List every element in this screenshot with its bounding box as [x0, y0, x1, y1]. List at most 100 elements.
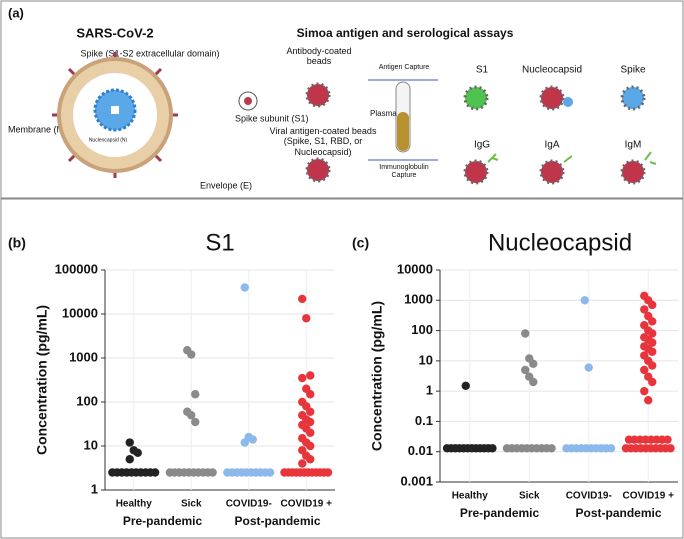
data-point [298, 459, 307, 468]
data-point [191, 417, 200, 427]
data-point [640, 365, 649, 375]
data-point [580, 296, 589, 305]
y-tick-label: 10 [419, 352, 433, 367]
data-point [648, 338, 657, 347]
data-point [529, 377, 538, 387]
antigen-capture-label: Antigen Capture [378, 64, 430, 71]
data-point [323, 468, 333, 477]
group-label: Pre-pandemic [460, 506, 540, 520]
data-point [187, 411, 196, 420]
spike-label: Spike (S1-S2 extracellular domain) [80, 48, 219, 58]
data-point [125, 438, 134, 447]
y-tick-label: 1000 [69, 349, 98, 364]
panel-a-border [0, 0, 684, 199]
data-point [298, 294, 307, 304]
membrane-label: Membrane (M) [8, 124, 67, 134]
data-point [306, 390, 315, 399]
group-label: Post-pandemic [234, 514, 320, 528]
data-point [648, 317, 657, 326]
y-tick-label: 0.01 [408, 443, 433, 458]
antigen-target: Spike [620, 65, 645, 76]
x-tick-label: Healthy [116, 499, 153, 510]
chart-title: S1 [205, 229, 234, 256]
antibody-beads-label: Antibody-coated beads [286, 46, 352, 67]
data-point [208, 468, 217, 477]
antibody-target: IgM [625, 140, 642, 151]
y-tick-label: 0.1 [415, 413, 433, 428]
data-point [306, 407, 315, 416]
data-point [306, 441, 315, 451]
data-point [488, 444, 497, 453]
envelope-label: Envelope (E) [200, 180, 252, 190]
y-tick-label: 100 [411, 322, 433, 337]
y-tick-label: 1 [426, 383, 433, 398]
x-tick-label: COVID19- [566, 491, 612, 502]
x-tick-label: COVID19 + [623, 491, 675, 502]
data-point [529, 359, 538, 368]
x-tick-label: COVID19 + [281, 499, 333, 510]
plasma-label: Plasma [370, 109, 397, 118]
x-tick-label: Sick [519, 491, 540, 502]
data-point [663, 435, 672, 444]
x-tick-label: Healthy [452, 491, 489, 502]
data-point [265, 468, 275, 477]
y-tick-label: 100 [76, 393, 98, 408]
data-point [302, 314, 311, 323]
panel-label: (a) [8, 5, 24, 20]
y-axis-label: Concentration (pg/mL) [369, 301, 385, 451]
data-point [191, 390, 200, 399]
data-point [666, 444, 675, 453]
data-point [306, 428, 315, 437]
data-point [648, 300, 657, 310]
data-point [133, 448, 142, 458]
spike-subunit-label: Spike subunit (S1) [235, 113, 309, 123]
data-point [187, 350, 196, 359]
group-label: Post-pandemic [575, 506, 661, 520]
data-point [640, 386, 649, 396]
antigen-target: Nucleocapsid [522, 65, 582, 76]
data-point [248, 435, 257, 444]
data-point [298, 373, 307, 383]
y-axis-label: Concentration (pg/mL) [34, 305, 50, 455]
data-point [150, 468, 160, 477]
y-tick-label: 10000 [62, 305, 98, 320]
y-tick-label: 0.001 [400, 473, 433, 488]
virus-illustration [52, 52, 258, 178]
data-point [125, 455, 134, 464]
x-tick-label: Sick [181, 499, 202, 510]
data-point [306, 417, 315, 427]
panel-label: (c) [352, 235, 369, 251]
assay-title: Simoa antigen and serological assays [297, 26, 514, 40]
data-point [521, 329, 530, 338]
data-point [648, 329, 657, 338]
antigen-beads-label: Viral antigen-coated beads (Spike, S1, R… [269, 126, 377, 157]
antibody-target: IgG [474, 140, 490, 151]
data-point [461, 381, 470, 391]
y-tick-label: 10 [84, 437, 98, 452]
data-point [306, 371, 315, 380]
data-point [606, 444, 616, 453]
panel-label: (b) [8, 235, 26, 251]
data-point [648, 361, 657, 370]
antibody-target: IgA [544, 140, 559, 151]
panel-bc-border [0, 198, 684, 539]
immunoglobulin-capture-label: Immunoglobulin Capture [379, 164, 429, 180]
y-tick-label: 10000 [397, 261, 433, 276]
assay-illustration [305, 79, 657, 185]
data-point [648, 377, 657, 387]
antigen-target: S1 [476, 65, 489, 76]
y-tick-label: 1 [91, 481, 98, 496]
data-point [240, 438, 249, 447]
data-point [648, 347, 657, 356]
chart-title: Nucleocapsid [488, 229, 632, 256]
data-point [306, 455, 315, 464]
virus-title: SARS-CoV-2 [76, 25, 153, 40]
nucleocapsid-label: Nucleocapsid (N) [89, 137, 128, 143]
y-tick-label: 1000 [404, 292, 433, 307]
data-point [521, 365, 530, 375]
data-point [547, 444, 556, 453]
data-point [584, 363, 593, 372]
y-tick-label: 100000 [55, 261, 98, 276]
data-point [240, 283, 249, 292]
